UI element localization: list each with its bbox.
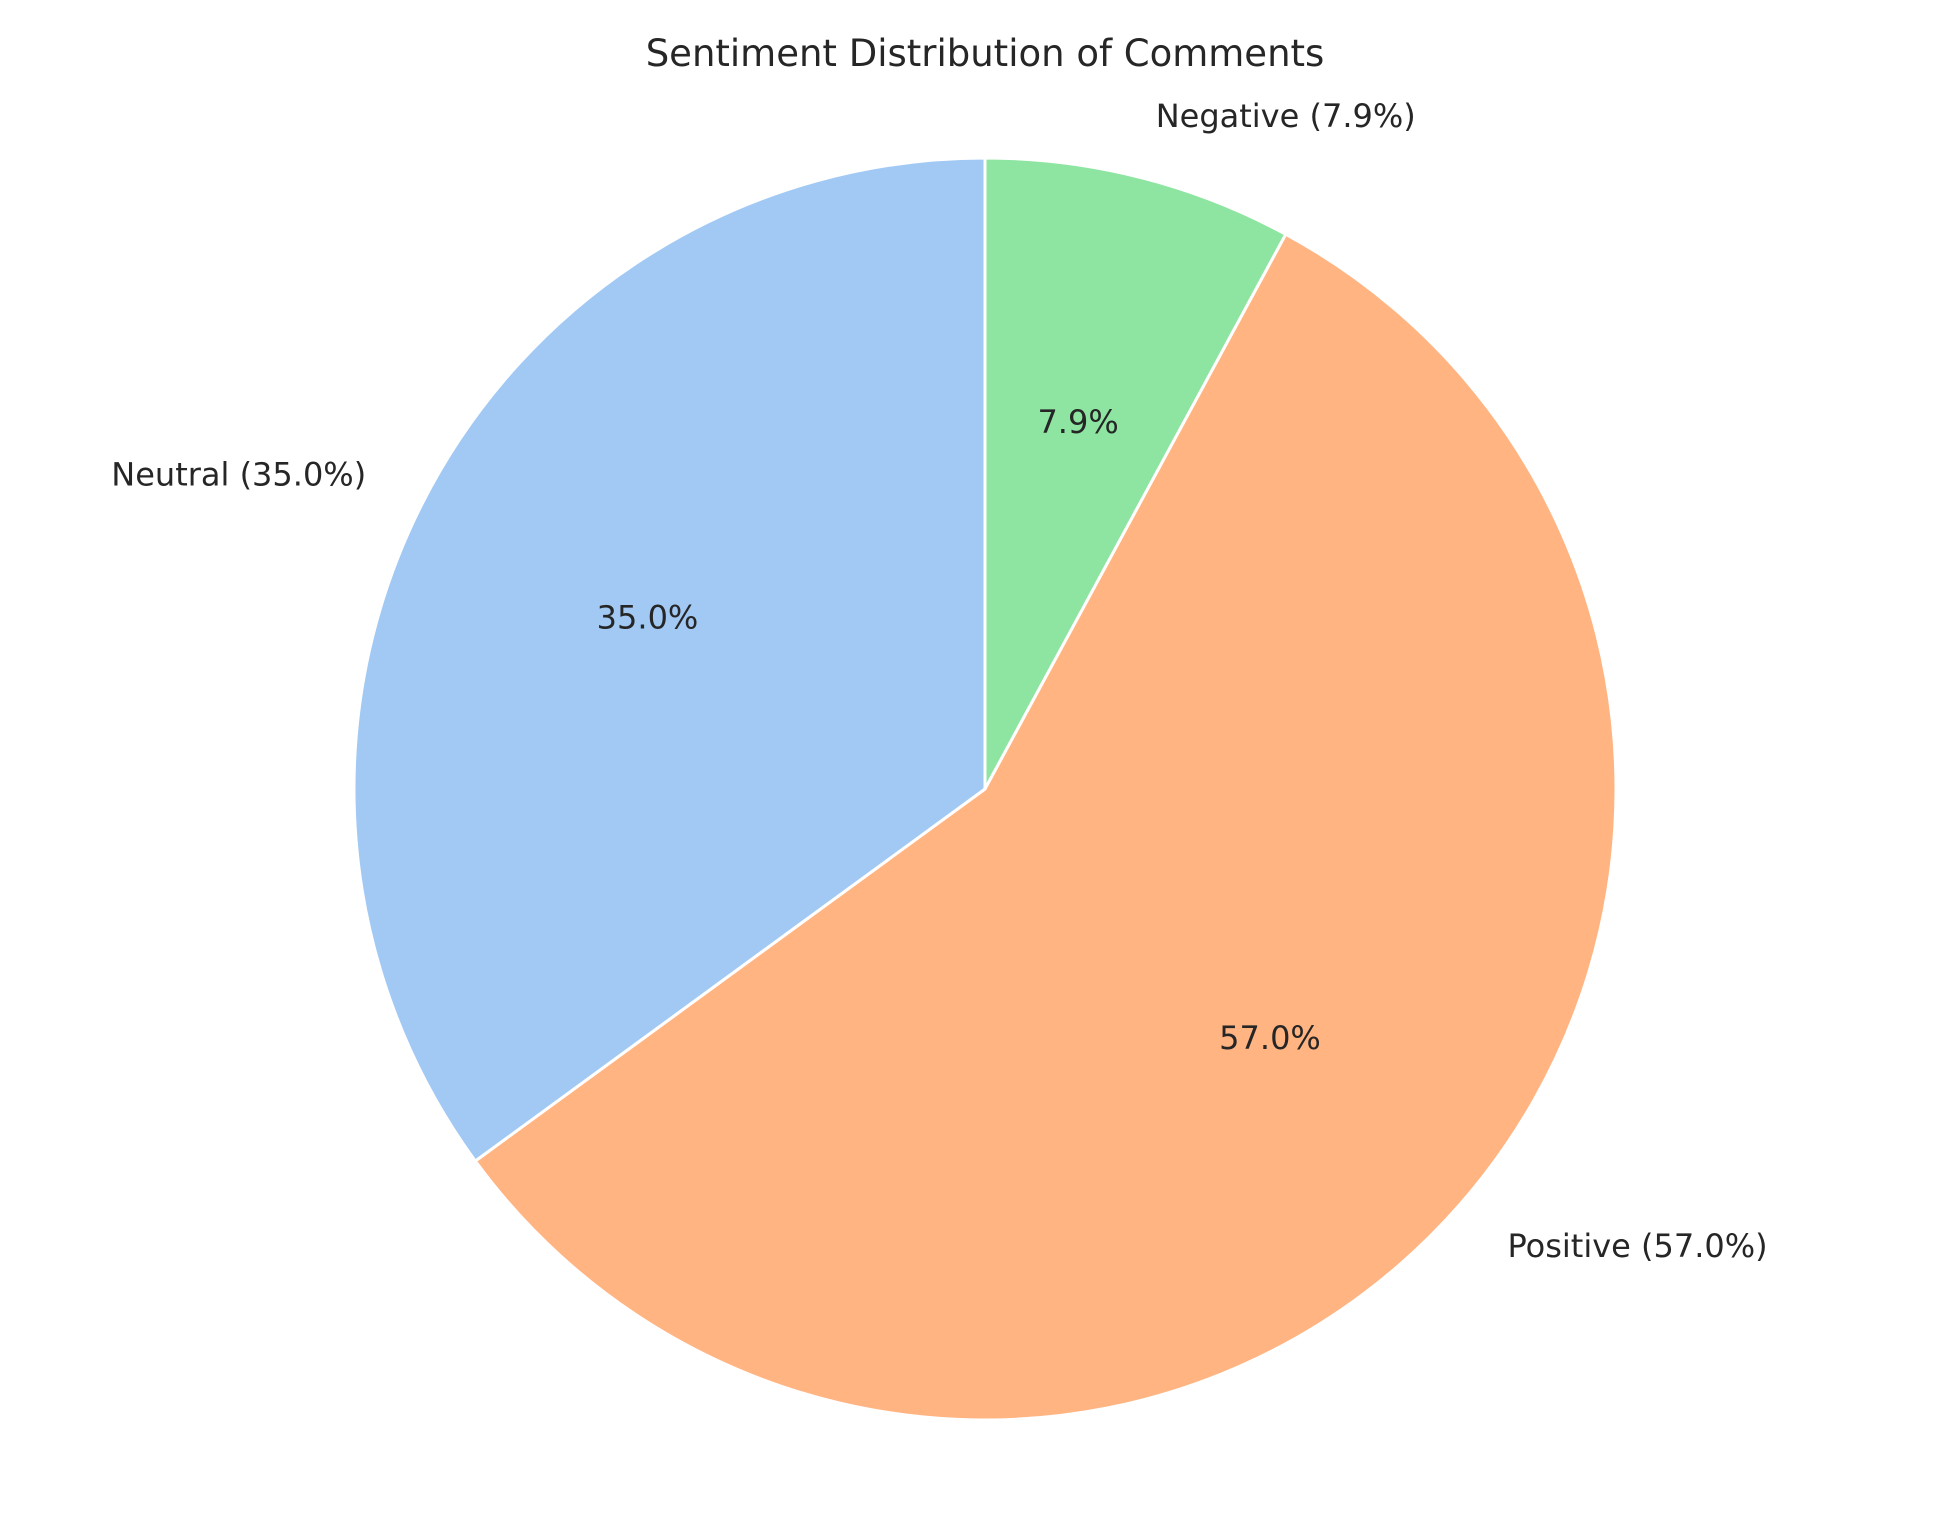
chart-title: Sentiment Distribution of Comments [646, 32, 1325, 75]
pie-slice-positive [473, 232, 1618, 1422]
pie-slice-neutral [352, 156, 987, 1163]
pie-outer-label-neutral: Neutral (35.0%) [111, 456, 366, 494]
pie-pct-label-positive: 57.0% [1219, 1019, 1321, 1057]
pie-slice-negative [983, 156, 1288, 791]
pie-pct-label-negative: 7.9% [1037, 403, 1118, 441]
pie-slices [352, 156, 1618, 1422]
pie-outer-label-positive: Positive (57.0%) [1508, 1227, 1768, 1265]
pie-pct-label-neutral: 35.0% [597, 599, 699, 637]
pie-labels: 7.9% Negative (7.9%) 57.0% Positive (57.0%)… [111, 97, 1767, 1265]
pie-outer-label-negative: Negative (7.9%) [1156, 97, 1416, 135]
